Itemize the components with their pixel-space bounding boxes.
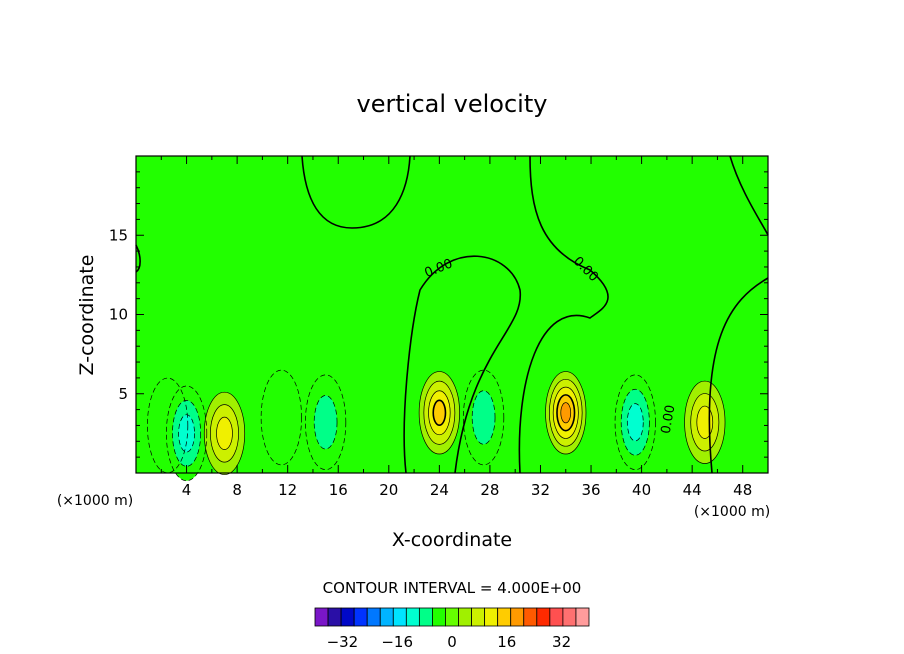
colorbar-box <box>523 607 538 627</box>
colorbar: −32 −16 0 16 32 <box>314 607 590 651</box>
colorbar-box <box>549 607 564 627</box>
colorbar-label: 32 <box>552 633 571 651</box>
colorbar-box <box>575 607 590 627</box>
contour-line <box>556 394 576 432</box>
contour-lines <box>135 155 769 482</box>
contour-fill <box>627 403 644 441</box>
colorbar-box <box>340 607 355 627</box>
x-axis-label: X-coordinate <box>392 529 512 551</box>
x-tick-label: 24 <box>430 481 449 499</box>
colorbar-box <box>471 607 486 627</box>
y-tick-label: 10 <box>109 306 128 324</box>
contour-line <box>418 371 460 455</box>
contour-line <box>147 377 189 474</box>
colorbar-label: 16 <box>497 633 516 651</box>
colorbar-box <box>510 607 525 627</box>
contour-line <box>178 414 195 453</box>
contour-line <box>172 399 202 467</box>
colorbar-box <box>379 607 394 627</box>
zero-contour-line <box>135 244 141 273</box>
contour-fill <box>560 402 571 423</box>
y-tick-label: 15 <box>109 226 128 244</box>
contour-fill <box>261 370 302 465</box>
contour-line <box>203 391 246 475</box>
contour-line <box>549 378 583 447</box>
contour-line <box>428 390 451 436</box>
x-tick-label: 4 <box>182 481 192 499</box>
contour-line <box>463 369 505 466</box>
zero-contour-line <box>518 155 609 474</box>
contour-line <box>216 416 233 450</box>
x-tick-label: 28 <box>480 481 499 499</box>
zero-contour-line <box>708 277 769 474</box>
contour-interval-text: CONTOUR INTERVAL = 4.000E+00 <box>323 579 582 597</box>
x-unit-left: (×1000 m) <box>57 493 133 509</box>
colorbar-box <box>405 607 420 627</box>
colorbar-box <box>353 607 368 627</box>
x-tick-label: 44 <box>683 481 702 499</box>
colorbar-label: −16 <box>381 633 413 651</box>
colorbar-box <box>314 607 329 627</box>
x-tick-label: 8 <box>232 481 242 499</box>
colorbar-box <box>497 607 512 627</box>
y-tick-label: 5 <box>118 385 128 403</box>
contour-fill <box>314 395 338 450</box>
x-tick-label: 48 <box>733 481 752 499</box>
contour-fill <box>433 400 446 426</box>
contour-fill <box>178 414 195 453</box>
contour-line <box>684 380 726 464</box>
contour-fill <box>216 417 233 450</box>
colorbar-box <box>458 607 472 627</box>
colorbar-label: −32 <box>327 633 359 651</box>
x-tick-label: 12 <box>278 481 297 499</box>
zero-contour-line <box>403 255 522 474</box>
x-tick-label: 40 <box>632 481 651 499</box>
contour-fill <box>472 390 496 445</box>
x-tick-label: 16 <box>329 481 348 499</box>
contour-line <box>423 380 456 445</box>
x-tick-label: 32 <box>531 481 550 499</box>
contour-line <box>552 386 579 439</box>
x-tick-label: 20 <box>379 481 398 499</box>
zero-contour-label: 0.00 <box>659 404 679 435</box>
colorbar-box <box>418 607 433 627</box>
zero-contour-line <box>301 155 411 229</box>
colorbar-box <box>366 607 381 627</box>
contour-line <box>471 390 496 445</box>
contour-line <box>165 385 208 482</box>
colorbar-box <box>484 607 499 627</box>
y-axis-label: Z-coordinate <box>76 255 98 376</box>
contour-line <box>260 369 302 466</box>
colorbar-box <box>445 607 459 627</box>
contour-line <box>696 405 714 439</box>
contour-line <box>614 374 656 471</box>
contour-line <box>690 393 720 452</box>
contour-line <box>432 399 447 427</box>
x-tick-label: 36 <box>581 481 600 499</box>
zero-contour-line <box>729 155 769 236</box>
colorbar-box <box>392 607 407 627</box>
contour-line <box>560 402 572 424</box>
colorbar-box <box>562 607 577 627</box>
chart-title: vertical velocity <box>357 90 548 118</box>
contour-line <box>313 395 338 450</box>
colorbar-box <box>536 607 551 627</box>
colorbar-box <box>327 607 342 627</box>
contour-line <box>626 403 644 442</box>
contour-line <box>620 388 650 456</box>
x-unit-right: (×1000 m) <box>694 504 770 520</box>
colorbar-label: 0 <box>447 633 457 651</box>
colorbar-box <box>432 607 446 627</box>
contour-line <box>545 371 587 455</box>
contour-line <box>210 404 239 463</box>
contour-line <box>305 374 347 471</box>
